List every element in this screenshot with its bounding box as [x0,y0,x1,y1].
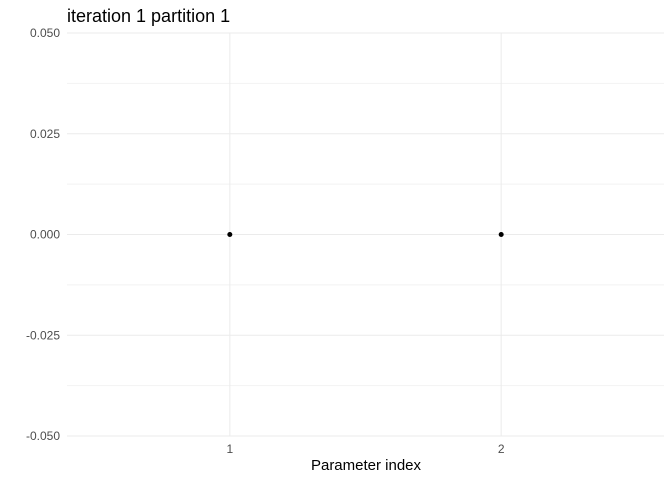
grid-lines [67,32,664,437]
chart-title: iteration 1 partition 1 [67,6,230,26]
data-point [498,232,504,237]
y-tick-label: 0.050 [30,26,60,40]
data-points [227,232,504,237]
y-tick-label: 0.000 [30,228,60,242]
x-tick-label: 1 [226,442,233,456]
y-tick-label: -0.025 [26,328,60,342]
y-tick-label: -0.050 [26,429,60,443]
data-point [227,232,233,237]
y-axis-tick-labels: -0.050 -0.025 0.000 0.025 0.050 [26,26,60,443]
x-axis-title: Parameter index [311,457,422,474]
y-tick-label: 0.025 [30,127,60,141]
x-tick-label: 2 [498,442,505,456]
